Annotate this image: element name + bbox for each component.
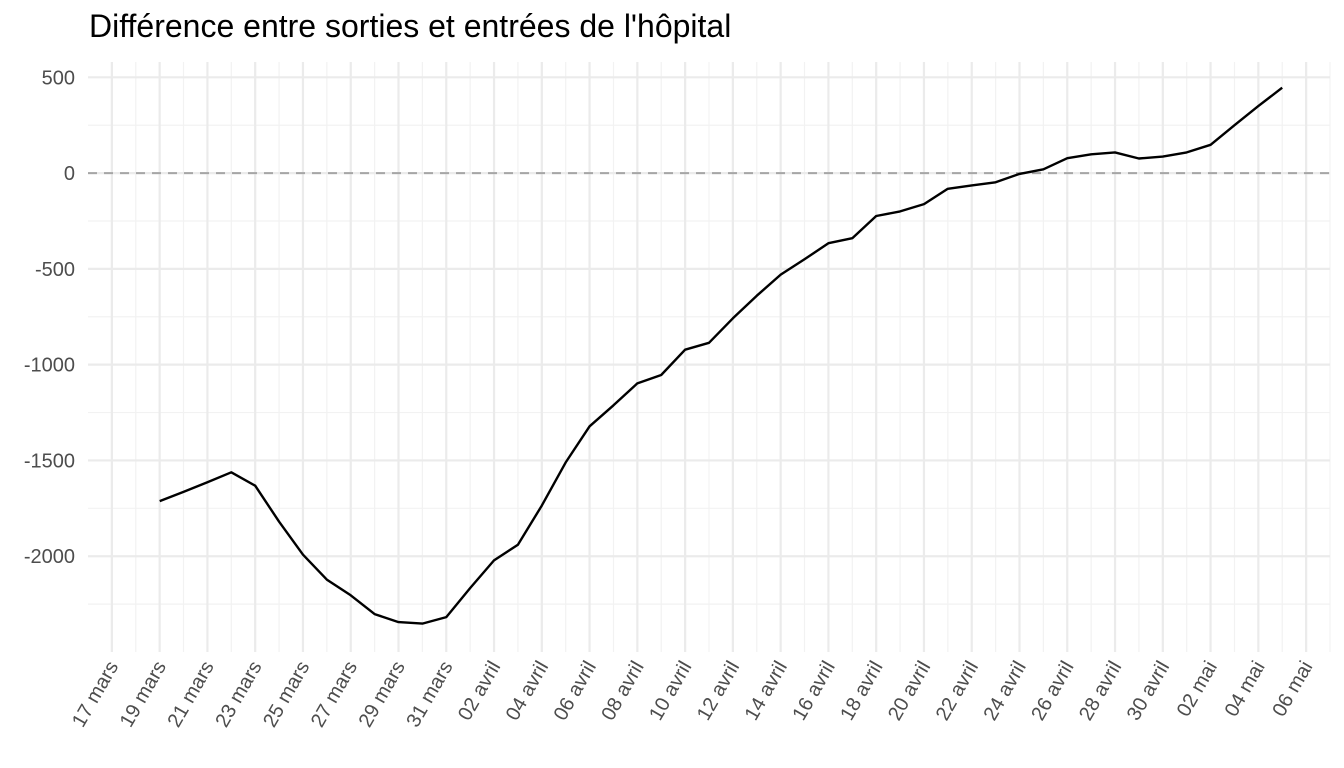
y-tick-label: -500 [35, 259, 75, 281]
x-tick-label: 12 avril [693, 658, 744, 725]
x-tick-label: 24 avril [980, 658, 1031, 725]
y-tick-label: -2000 [24, 546, 75, 568]
series-layer [159, 86, 1283, 625]
y-tick-label: 0 [64, 163, 75, 185]
x-tick-label: 02 avril [454, 658, 505, 725]
x-tick-label: 26 avril [1027, 658, 1078, 725]
chart-title: Différence entre sorties et entrées de l… [89, 8, 732, 44]
series-line [159, 86, 1283, 625]
x-tick-label: 28 avril [1075, 658, 1126, 725]
x-tick-label: 04 avril [502, 658, 553, 725]
x-tick-label: 10 avril [645, 658, 696, 725]
x-tick-label: 04 mai [1221, 658, 1270, 721]
x-tick-label: 06 mai [1268, 658, 1317, 721]
y-tick-label: -1500 [24, 450, 75, 472]
x-tick-label: 18 avril [836, 658, 887, 725]
x-tick-label: 30 avril [1123, 658, 1174, 725]
y-tick-label: 500 [42, 67, 75, 89]
x-tick-label: 22 avril [932, 657, 983, 724]
x-tick-label: 16 avril [788, 658, 839, 725]
x-tick-label: 14 avril [741, 658, 792, 725]
y-axis-labels: 500 0 -500 -1000 -1500 -2000 [24, 67, 75, 568]
x-tick-label: 06 avril [550, 658, 601, 725]
x-tick-label: 02 mai [1173, 658, 1222, 721]
grid-layer [88, 62, 1331, 652]
x-tick-label: 20 avril [884, 658, 935, 725]
x-tick-label: 08 avril [597, 658, 648, 725]
x-tick-label: 31 mars [402, 658, 457, 732]
y-tick-label: -1000 [24, 355, 75, 377]
